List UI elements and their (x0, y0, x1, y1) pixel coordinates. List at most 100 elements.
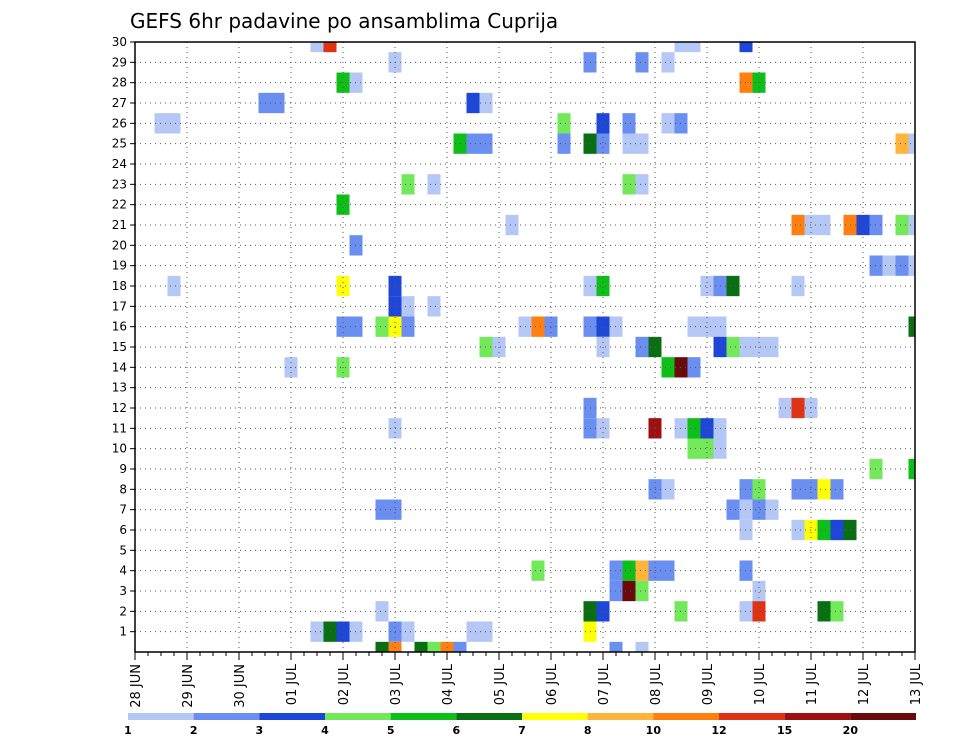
y-tick-label-26: 26 (112, 116, 127, 130)
y-tick-label-29: 29 (112, 55, 127, 69)
cell-46 (895, 214, 909, 236)
cell-153 (336, 621, 350, 642)
cell-1 (323, 42, 337, 53)
cell-164 (440, 641, 454, 652)
legend-swatch-7 (587, 713, 654, 720)
x-tick-label-14: 12 JUL (857, 663, 872, 705)
legend-label-8: 10 (646, 724, 662, 737)
legend-label-1: 2 (190, 724, 198, 737)
x-tick-label-9: 07 JUL (597, 663, 612, 705)
cell-69 (401, 316, 415, 337)
cell-137 (661, 560, 675, 581)
x-tick-label-4: 02 JUL (337, 663, 352, 705)
x-tick-label-3: 01 JUL (285, 663, 300, 705)
y-tick-label-6: 6 (119, 523, 127, 537)
legend-label-2: 3 (256, 724, 264, 737)
y-tick-label-16: 16 (112, 320, 127, 334)
y-tick-label-11: 11 (112, 421, 127, 435)
cell-7 (635, 52, 649, 73)
legend-label-0: 1 (124, 724, 132, 737)
cell-149 (817, 601, 831, 622)
legend-swatch-1 (193, 713, 260, 720)
cell-40 (791, 214, 805, 236)
x-tick-label-7: 05 JUL (493, 663, 508, 705)
y-tick-label-18: 18 (112, 279, 127, 293)
y-tick-label-3: 3 (119, 584, 127, 598)
x-axis: 28 JUN 29 JUN 30 JUN 01 JUL 02 JUL 03 JUL 04 J… (129, 652, 924, 708)
y-tick-label-2: 2 (119, 604, 127, 618)
y-tick-label-22: 22 (112, 198, 127, 212)
cell-51 (895, 255, 909, 276)
cell-4 (739, 42, 753, 53)
cell-30 (622, 133, 636, 154)
x-tick-label-13: 11 JUL (805, 663, 820, 705)
cell-76 (687, 316, 701, 337)
cell-151 (310, 621, 324, 642)
x-tick-label-0: 28 JUN (129, 664, 144, 708)
x-tick-label-12: 10 JUL (753, 663, 768, 705)
cell-15 (466, 92, 480, 114)
legend-swatch-9 (719, 713, 785, 720)
legend-label-9: 12 (711, 724, 726, 737)
x-tick-label-5: 03 JUL (389, 663, 404, 705)
grid-layer (135, 41, 915, 652)
cell-141 (635, 580, 649, 602)
cell-3 (687, 42, 701, 53)
y-tick-label-10: 10 (112, 442, 127, 456)
y-tick-label-12: 12 (112, 401, 127, 415)
cell-29 (596, 133, 610, 154)
cell-134 (622, 560, 636, 581)
legend-swatch-2 (259, 713, 325, 720)
y-tick-label-15: 15 (112, 340, 127, 354)
y-tick-label-27: 27 (112, 96, 127, 110)
cell-71 (531, 316, 545, 337)
cell-50 (882, 255, 896, 276)
x-tick-label-11: 09 JUL (701, 663, 716, 705)
cell-122 (726, 499, 740, 520)
cell-161 (388, 641, 402, 652)
chart-title: GEFS 6hr padavine po ansamblima Cuprija (130, 9, 558, 33)
y-tick-label-28: 28 (112, 76, 127, 90)
cell-111 (908, 458, 915, 480)
cell-57 (596, 275, 610, 297)
cell-132 (531, 560, 545, 581)
y-tick-label-30: 30 (112, 35, 127, 49)
y-tick-label-17: 17 (112, 299, 127, 313)
cell-113 (661, 479, 675, 500)
cell-105 (700, 418, 714, 439)
cell-8 (661, 52, 675, 73)
cell-20 (596, 113, 610, 134)
y-tick-label-25: 25 (112, 137, 127, 151)
cell-125 (765, 499, 779, 520)
x-tick-label-6: 04 JUL (441, 663, 456, 705)
cell-39 (505, 214, 519, 236)
cell-83 (635, 336, 649, 358)
cell-14 (271, 92, 285, 114)
cell-165 (453, 641, 467, 652)
legend-label-4: 5 (387, 724, 395, 737)
legend-swatch-6 (522, 713, 588, 720)
cell-77 (700, 316, 714, 337)
cell-0 (310, 42, 324, 53)
legend-swatch-10 (784, 713, 851, 720)
cell-25 (466, 133, 480, 154)
x-tick-label-8: 06 JUL (545, 663, 560, 705)
cell-167 (635, 641, 649, 652)
x-tick-label-1: 29 JUN (181, 664, 196, 708)
cell-145 (596, 601, 610, 622)
cell-89 (765, 336, 779, 358)
cell-107 (687, 438, 701, 459)
y-axis: 1234567891011121314151617181920212223242… (112, 35, 135, 639)
legend-swatch-3 (325, 713, 391, 720)
cell-162 (414, 641, 428, 652)
y-tick-label-5: 5 (119, 543, 127, 557)
cell-21 (622, 113, 636, 134)
cell-18 (167, 113, 181, 134)
cell-52 (908, 255, 915, 276)
cell-135 (635, 560, 649, 581)
cell-129 (817, 519, 831, 541)
y-tick-label-21: 21 (112, 218, 127, 232)
x-tick-label-15: 13 JUL (909, 663, 924, 705)
cell-37 (635, 174, 649, 195)
